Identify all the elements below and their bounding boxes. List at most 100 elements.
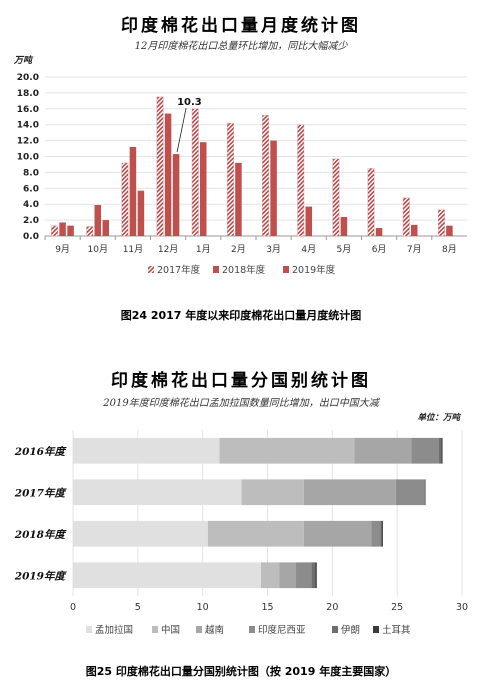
- chart2-bar-segment-中国: [261, 562, 280, 589]
- chart1-bar-2018年度: [235, 162, 242, 236]
- chart1-bar-2017年度: [262, 114, 270, 237]
- chart1-bar-2019年度: [137, 190, 145, 236]
- chart1-x-tick-label: 10月: [88, 244, 108, 255]
- chart2-bar-segment-越南: [303, 479, 396, 506]
- chart2-legend-swatch: [86, 626, 92, 633]
- chart2-legend-swatch: [196, 626, 202, 633]
- chart1-bar-2017年度: [191, 108, 199, 237]
- chart2-legend-swatch: [373, 626, 379, 633]
- chart1-y-tick-label: 20.0: [17, 73, 39, 83]
- chart1-y-tick-label: 12.0: [17, 137, 39, 147]
- chart1-title: 印度棉花出口量月度统计图: [121, 15, 361, 36]
- chart1-bar-2018年度: [94, 204, 101, 236]
- country-export-chart: 印度棉花出口量分国别统计图 2019年度印度棉花出口孟加拉国数量同比增加，出口中…: [14, 370, 468, 636]
- chart2-x-tick-label: 25: [391, 602, 403, 613]
- chart1-legend-swatch: [148, 266, 154, 273]
- figure25-caption: 图25 印度棉花出口量分国别统计图（按 2019 年度主要国家）: [85, 665, 397, 678]
- chart2-bar-segment-中国: [207, 520, 304, 547]
- chart1-x-tick-label: 7月: [407, 244, 422, 255]
- chart2-bar-segment-伊朗: [380, 520, 382, 547]
- chart2-bar-segment-印度尼西亚: [411, 437, 439, 464]
- chart1-unit-label: 万吨: [13, 55, 34, 66]
- chart1-x-tick-label: 8月: [442, 244, 457, 255]
- chart1-bar-2019年度: [172, 154, 180, 236]
- chart2-bar-segment-孟加拉国: [73, 437, 220, 464]
- chart1-x-tick-label: 9月: [55, 244, 70, 255]
- chart1-bar-2018年度: [305, 206, 312, 236]
- chart2-legend-label: 孟加拉国: [95, 624, 133, 636]
- figure24-caption: 图24 2017 年度以来印度棉花出口量月度统计图: [120, 309, 362, 322]
- chart2-bar-segment-印度尼西亚: [371, 520, 381, 547]
- chart2-legend-label: 中国: [161, 624, 180, 636]
- chart1-x-tick-label: 3月: [266, 244, 281, 255]
- chart1-bar-2019年度: [67, 225, 74, 236]
- chart2-bar-segment-伊朗: [424, 479, 426, 506]
- chart2-title: 印度棉花出口量分国别统计图: [111, 370, 371, 391]
- chart1-legend-label: 2019年度: [292, 264, 336, 276]
- chart2-bar-segment-印度尼西亚: [296, 562, 312, 589]
- chart2-x-tick-label: 15: [261, 602, 273, 613]
- chart1-x-tick-label: 1月: [196, 244, 211, 255]
- chart1-y-tick-label: 4.0: [23, 200, 39, 210]
- chart2-x-tick-label: 30: [456, 602, 468, 613]
- chart2-x-tick-label: 20: [326, 602, 338, 613]
- chart1-bar-2017年度: [402, 197, 410, 237]
- chart2-unit-label: 单位：万吨: [417, 412, 461, 423]
- chart2-legend-label: 伊朗: [341, 624, 360, 636]
- chart1-bar-2018年度: [446, 225, 453, 236]
- chart2-legend-swatch: [332, 626, 338, 633]
- chart1-legend-swatch: [213, 266, 219, 273]
- chart2-subtitle: 2019年度印度棉花出口孟加拉国数量同比增加，出口中国大减: [102, 397, 380, 409]
- chart1-y-tick-label: 16.0: [17, 105, 39, 115]
- chart1-bar-2018年度: [164, 113, 172, 236]
- chart2-legend-label: 印度尼西亚: [258, 624, 306, 636]
- chart2-bar-segment-孟加拉国: [73, 562, 262, 589]
- chart2-bar-segment-中国: [241, 479, 304, 506]
- chart1-bar-2018年度: [411, 224, 418, 236]
- chart2-y-tick-label: 2018年度: [14, 528, 68, 541]
- chart1-bar-2018年度: [270, 140, 277, 236]
- chart2-bar-segment-越南: [303, 520, 372, 547]
- chart1-bar-2017年度: [156, 96, 164, 237]
- chart1-x-tick-label: 6月: [372, 244, 387, 255]
- chart2-bar-segment-土耳其: [441, 437, 443, 464]
- chart1-bar-2018年度: [375, 228, 383, 236]
- chart2-bar-segment-土耳其: [315, 562, 317, 589]
- monthly-export-chart: 印度棉花出口量月度统计图 12月印度棉花出口总量环比增加，同比大幅减少 万吨 9…: [13, 15, 467, 276]
- chart1-bar-2019年度: [102, 220, 109, 236]
- chart2-y-tick-label: 2016年度: [14, 445, 68, 458]
- chart2-bar-segment-越南: [354, 437, 412, 464]
- chart2-legend-swatch: [249, 626, 255, 633]
- chart1-annotation-label: 10.3: [177, 97, 202, 108]
- chart1-y-tick-label: 8.0: [23, 168, 39, 178]
- chart1-y-tick-label: 10.0: [17, 153, 39, 163]
- chart2-bar-segment-印度尼西亚: [395, 479, 425, 506]
- chart1-bar-2017年度: [121, 162, 129, 237]
- chart2-bar-segment-孟加拉国: [73, 520, 208, 547]
- chart2-y-tick-label: 2017年度: [14, 486, 68, 499]
- chart1-x-tick-label: 12月: [158, 244, 178, 255]
- chart1-bar-2017年度: [226, 122, 234, 237]
- chart1-x-tick-label: 4月: [301, 244, 316, 255]
- chart1-bar-2018年度: [129, 146, 137, 236]
- chart1-y-tick-label: 18.0: [17, 89, 39, 99]
- chart1-annotation-line: [176, 108, 187, 153]
- chart1-bar-2018年度: [340, 216, 348, 236]
- chart1-bar-2017年度: [367, 168, 375, 237]
- chart2-legend-label: 越南: [205, 624, 224, 636]
- chart2-y-tick-label: 2019年度: [14, 569, 68, 582]
- chart1-bar-2017年度: [51, 225, 59, 237]
- chart2-bar-segment-孟加拉国: [73, 479, 242, 506]
- chart1-bar-2017年度: [332, 158, 340, 237]
- chart2-x-tick-label: 0: [70, 602, 76, 613]
- chart1-bar-2017年度: [86, 226, 94, 237]
- chart1-x-tick-label: 2月: [231, 244, 246, 255]
- chart2-x-tick-label: 5: [135, 602, 141, 613]
- chart1-legend-swatch: [283, 266, 289, 273]
- chart1-y-tick-label: 14.0: [17, 121, 39, 131]
- chart1-bar-2017年度: [437, 209, 445, 237]
- chart2-bar-segment-越南: [279, 562, 297, 589]
- chart2-bar-segment-中国: [219, 437, 355, 464]
- chart2-legend-label: 土耳其: [382, 624, 411, 636]
- chart2-bar-segment-土耳其: [381, 520, 383, 547]
